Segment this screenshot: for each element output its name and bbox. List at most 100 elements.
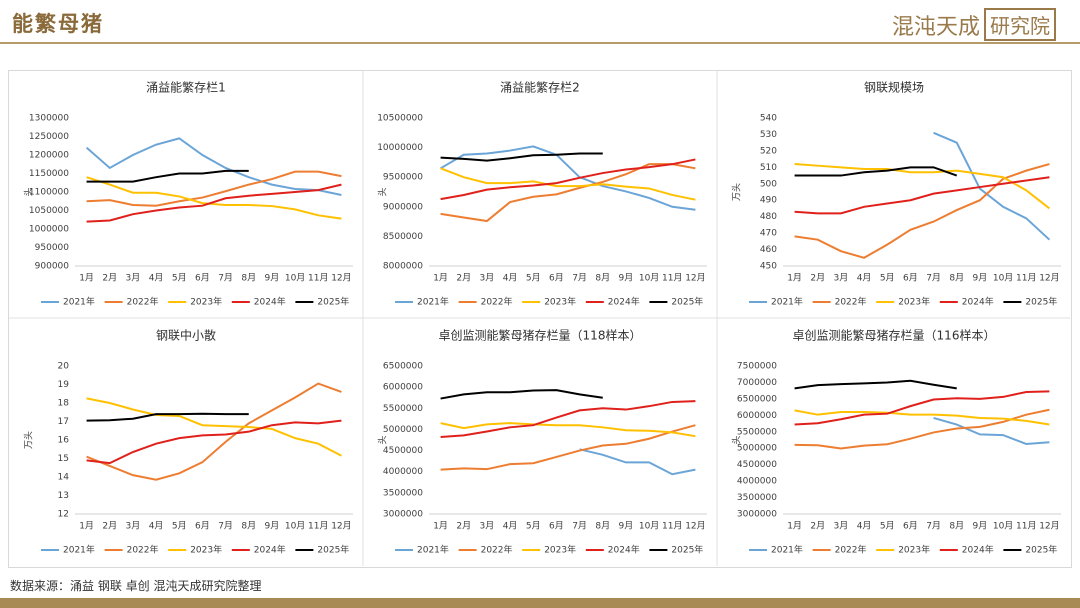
series-line [440,145,696,211]
legend-label: 2022年 [481,296,513,308]
y-tick-label: 1200000 [29,151,69,161]
x-tick-label: 6月 [195,521,210,532]
legend-label: 2024年 [608,544,640,556]
y-tick-label: 20 [58,362,70,372]
y-axis-label: 万头 [732,183,743,201]
y-axis-label: 头 [732,435,743,444]
legend-label: 2025年 [317,296,349,308]
legend-label: 2021年 [63,296,95,308]
series-line [85,137,342,196]
x-tick-label: 6月 [549,273,564,284]
series-line [86,412,249,422]
chart-title: 涌益能繁存栏1 [146,80,226,95]
y-tick-label: 7500000 [737,362,777,372]
y-tick-label: 1100000 [29,188,69,198]
x-tick-label: 5月 [172,273,187,284]
x-tick-label: 12月 [331,521,351,532]
y-tick-label: 14 [58,473,70,483]
y-tick-label: 5500000 [737,427,777,437]
x-tick-label: 5月 [172,521,187,532]
x-tick-label: 2月 [102,521,117,532]
y-tick-label: 540 [760,114,777,124]
y-tick-label: 3000000 [737,510,777,520]
y-tick-label: 10500000 [377,114,423,124]
chart-title: 涌益能繁存栏2 [500,80,580,95]
x-tick-label: 6月 [903,521,918,532]
y-axis-label: 头 [378,435,389,444]
x-tick-label: 9月 [973,273,988,284]
x-tick-label: 3月 [834,273,849,284]
x-tick-label: 1月 [787,521,802,532]
y-tick-label: 13 [58,491,69,501]
y-tick-label: 4500000 [383,446,423,456]
series-line [86,382,342,481]
legend-label: 2024年 [254,296,286,308]
x-tick-label: 12月 [1039,521,1059,532]
x-tick-label: 11月 [662,273,682,284]
x-tick-label: 2月 [456,521,471,532]
y-tick-label: 530 [760,130,777,140]
legend-label: 2024年 [962,296,994,308]
x-tick-label: 8月 [949,273,964,284]
x-tick-label: 11月 [1016,273,1036,284]
series-line [86,169,249,183]
page-title: 能繁母猪 [12,12,104,36]
legend-label: 2021年 [417,296,449,308]
x-tick-label: 9月 [265,273,280,284]
y-tick-label: 1050000 [29,206,69,216]
x-tick-label: 4月 [857,521,872,532]
y-tick-label: 490 [760,196,777,206]
legend-label: 2021年 [771,296,803,308]
series-line [794,176,1050,215]
x-tick-label: 3月 [126,521,141,532]
series-line [794,390,1050,426]
charts: 涌益能繁存栏1 头 900000 950000 1000000 1050000 110000… [9,71,1070,566]
x-tick-label: 9月 [619,273,634,284]
y-tick-label: 3500000 [737,493,777,503]
x-tick-label: 6月 [903,273,918,284]
x-tick-label: 10月 [639,273,659,284]
logo-text: 混沌天成 [891,14,980,40]
series-line [794,379,957,390]
chart-frame [8,70,1072,568]
x-tick-label: 2月 [810,521,825,532]
logo: 混沌天成 研究院 [892,8,1056,41]
series-line [933,417,1050,445]
x-tick-label: 7月 [572,521,587,532]
y-tick-label: 18 [58,399,70,409]
x-tick-label: 5月 [880,521,895,532]
y-tick-label: 12 [58,510,69,520]
y-tick-label: 6000000 [383,383,423,393]
legend-label: 2023年 [898,544,930,556]
x-tick-label: 9月 [619,521,634,532]
y-axis-label: 头 [24,187,35,196]
legend-label: 2023年 [544,544,576,556]
x-tick-label: 11月 [308,273,328,284]
x-tick-label: 9月 [973,521,988,532]
source-note: 数据来源：涌益 钢联 卓创 混沌天成研究院整理 [10,579,262,593]
y-tick-label: 6000000 [737,411,777,421]
series-line [86,170,342,207]
x-tick-label: 6月 [549,521,564,532]
x-tick-label: 11月 [308,521,328,532]
y-tick-label: 1150000 [29,169,69,179]
legend-label: 2023年 [544,296,576,308]
y-tick-label: 500 [760,179,777,189]
y-tick-label: 6500000 [737,394,777,404]
series-line [86,183,342,223]
legend-label: 2022年 [835,296,867,308]
x-tick-label: 2月 [810,273,825,284]
series-line [440,152,603,162]
chart-title: 钢联规模场 [864,80,924,95]
x-tick-label: 10月 [285,521,305,532]
x-tick-label: 12月 [331,273,351,284]
x-tick-label: 1月 [433,521,448,532]
legend-label: 2022年 [835,544,867,556]
x-tick-label: 12月 [685,273,705,284]
y-tick-label: 460 [760,245,777,255]
series-line [440,424,696,471]
x-tick-label: 11月 [1016,521,1036,532]
series-line [440,158,696,201]
y-tick-label: 470 [760,229,777,239]
y-tick-label: 4500000 [737,460,777,470]
